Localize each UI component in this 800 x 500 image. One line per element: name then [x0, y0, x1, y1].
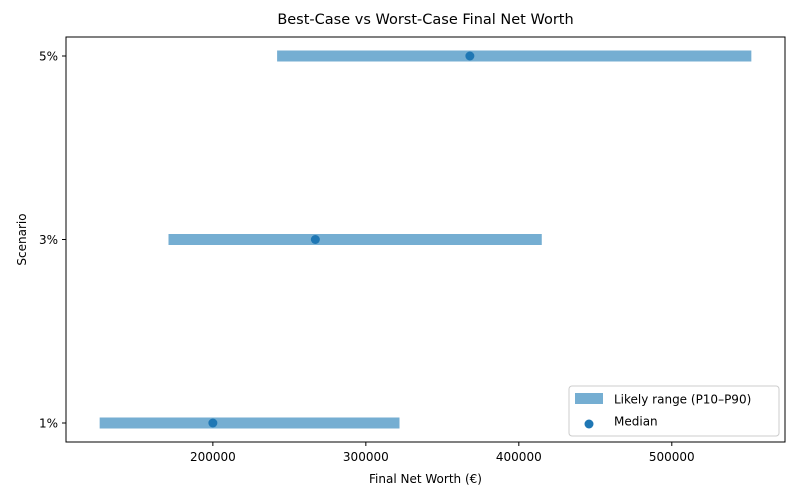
x-tick-label: 200000: [190, 450, 236, 464]
range-bar-3pct: [168, 234, 542, 245]
x-tick-label: 400000: [496, 450, 542, 464]
median-marker-1pct: [208, 418, 218, 428]
y-tick-label: 5%: [39, 50, 58, 64]
legend-range-swatch: [575, 393, 603, 404]
range-bar-5pct: [277, 50, 752, 62]
plot-area: [99, 50, 752, 429]
legend: Likely range (P10–P90) Median: [568, 385, 780, 437]
x-axis-label: Final Net Worth (€): [369, 472, 482, 486]
y-tick-label: 1%: [39, 417, 58, 431]
y-axis-ticks: 1% 3% 5%: [39, 50, 66, 431]
median-marker-3pct: [310, 235, 320, 244]
x-axis-ticks: 200000 300000 400000 500000: [190, 442, 695, 464]
chart-title: Best-Case vs Worst-Case Final Net Worth: [277, 12, 573, 28]
y-axis-label: Scenario: [15, 213, 29, 265]
legend-median-marker: [584, 419, 594, 429]
x-tick-label: 300000: [343, 450, 389, 464]
legend-median-label: Median: [614, 415, 658, 429]
legend-box: [568, 385, 780, 437]
legend-range-label: Likely range (P10–P90): [614, 393, 751, 407]
range-bar-1pct: [99, 417, 400, 429]
median-marker-5pct: [465, 51, 475, 61]
x-tick-label: 500000: [649, 450, 695, 464]
y-tick-label: 3%: [39, 233, 58, 247]
